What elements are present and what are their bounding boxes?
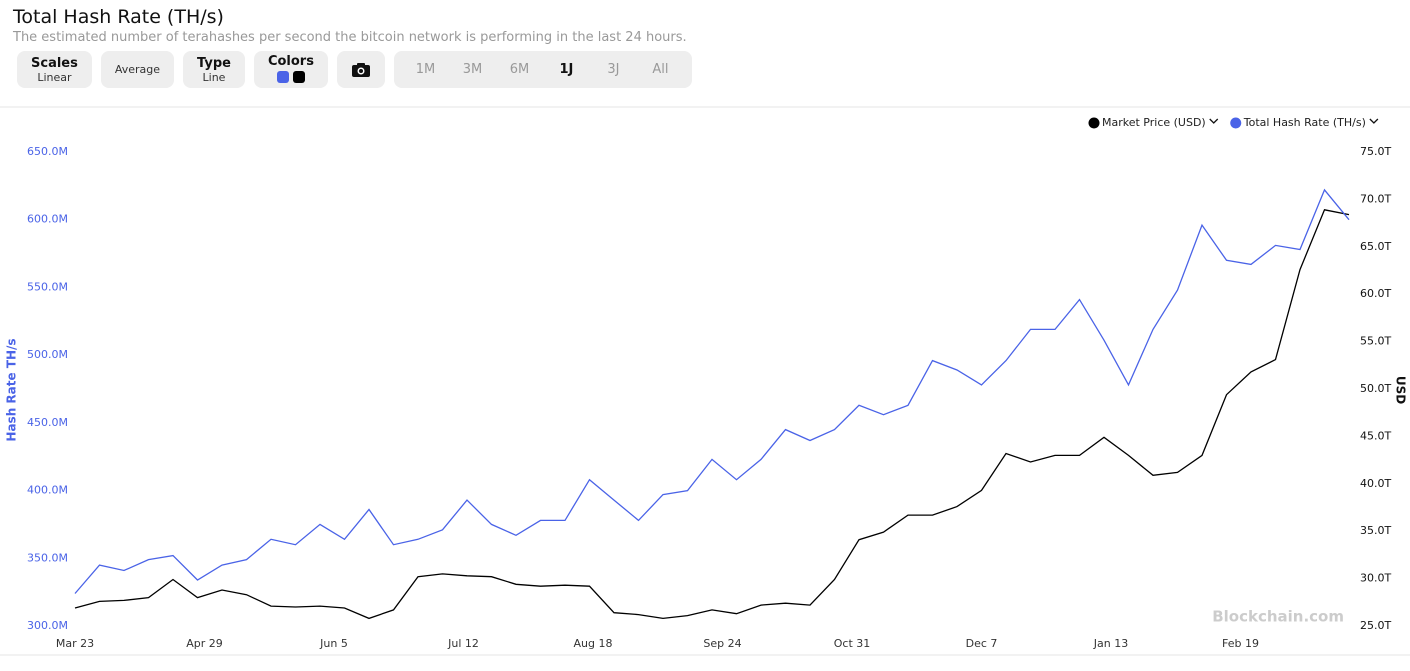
y2-axis-label: USD <box>1394 376 1408 404</box>
range-button[interactable]: 3M <box>462 62 483 77</box>
button-value: Linear <box>37 70 72 84</box>
y-tick-label: 450.0M <box>27 416 68 429</box>
x-tick-label: Aug 18 <box>574 637 613 650</box>
color-swatch <box>276 70 289 83</box>
button-value: Line <box>202 70 226 84</box>
x-tick-label: Feb 19 <box>1222 637 1259 650</box>
screenshot-button[interactable] <box>336 51 385 88</box>
y2-tick-label: 70.0T <box>1360 192 1391 205</box>
toolbar: Scales Linear Average Type Line Colors 1M 3… <box>17 51 692 88</box>
scales-button[interactable]: Scales Linear <box>17 51 92 88</box>
legend-chevron <box>1209 118 1219 124</box>
legend-marker <box>1088 117 1100 129</box>
y2-tick-label: 30.0T <box>1360 572 1391 585</box>
colors-button[interactable]: Colors <box>253 51 328 88</box>
series-line <box>74 188 1350 594</box>
button-label: Average <box>114 63 161 76</box>
average-button[interactable]: Average <box>100 51 175 88</box>
y2-tick-label: 40.0T <box>1360 477 1391 490</box>
y-tick-label: 550.0M <box>27 280 68 293</box>
x-tick-label: Jun 5 <box>319 637 348 650</box>
legend-marker <box>1230 117 1242 129</box>
y-tick-label: 600.0M <box>27 213 68 226</box>
range-button[interactable]: 3J <box>607 62 620 77</box>
x-tick-label: Apr 29 <box>186 637 223 650</box>
y2-tick-label: 25.0T <box>1360 619 1391 632</box>
y-tick-label: 400.0M <box>27 484 68 497</box>
range-group: 1M 3M 6M 1J 3J All <box>393 51 692 88</box>
x-tick-label: Mar 23 <box>56 637 94 650</box>
page-subtitle: The estimated number of terahashes per s… <box>13 30 687 45</box>
x-tick-label: Sep 24 <box>703 637 741 650</box>
y2-tick-label: 65.0T <box>1360 240 1391 253</box>
range-button[interactable]: 1M <box>415 62 436 77</box>
y-tick-label: 500.0M <box>27 348 68 361</box>
y-tick-label: 350.0M <box>27 551 68 564</box>
x-tick-label: Oct 31 <box>834 637 871 650</box>
legend-chevron <box>1369 118 1379 124</box>
series-line <box>74 209 1350 620</box>
range-button[interactable]: 1J <box>559 62 574 77</box>
x-tick-label: Dec 7 <box>966 637 998 650</box>
y-axis-label: Hash Rate TH/s <box>5 338 19 441</box>
button-label: Type <box>197 55 231 71</box>
page-title: Total Hash Rate (TH/s) <box>13 6 224 28</box>
y-tick-label: 300.0M <box>27 619 68 632</box>
y2-tick-label: 60.0T <box>1360 287 1391 300</box>
y2-tick-label: 75.0T <box>1360 145 1391 158</box>
x-tick-label: Jan 13 <box>1093 637 1128 650</box>
color-swatch <box>292 70 305 83</box>
range-button[interactable]: 6M <box>509 62 530 77</box>
type-button[interactable]: Type Line <box>183 51 245 88</box>
button-label: Scales <box>31 55 78 71</box>
y2-tick-label: 50.0T <box>1360 382 1391 395</box>
y2-tick-label: 55.0T <box>1360 335 1391 348</box>
y2-tick-label: 45.0T <box>1360 429 1391 442</box>
button-label: Colors <box>267 53 314 69</box>
range-button[interactable]: All <box>652 62 669 77</box>
header: Total Hash Rate (TH/s) The estimated num… <box>13 6 687 45</box>
camera-icon <box>351 62 370 77</box>
y2-tick-label: 35.0T <box>1360 524 1391 537</box>
legend-label: Total Hash Rate (TH/s) <box>1243 116 1366 129</box>
legend-label: Market Price (USD) <box>1102 116 1206 129</box>
swatches <box>275 69 307 86</box>
y-tick-label: 650.0M <box>27 145 68 158</box>
watermark: Blockchain.com <box>1212 608 1344 626</box>
x-tick-label: Jul 12 <box>447 637 479 650</box>
